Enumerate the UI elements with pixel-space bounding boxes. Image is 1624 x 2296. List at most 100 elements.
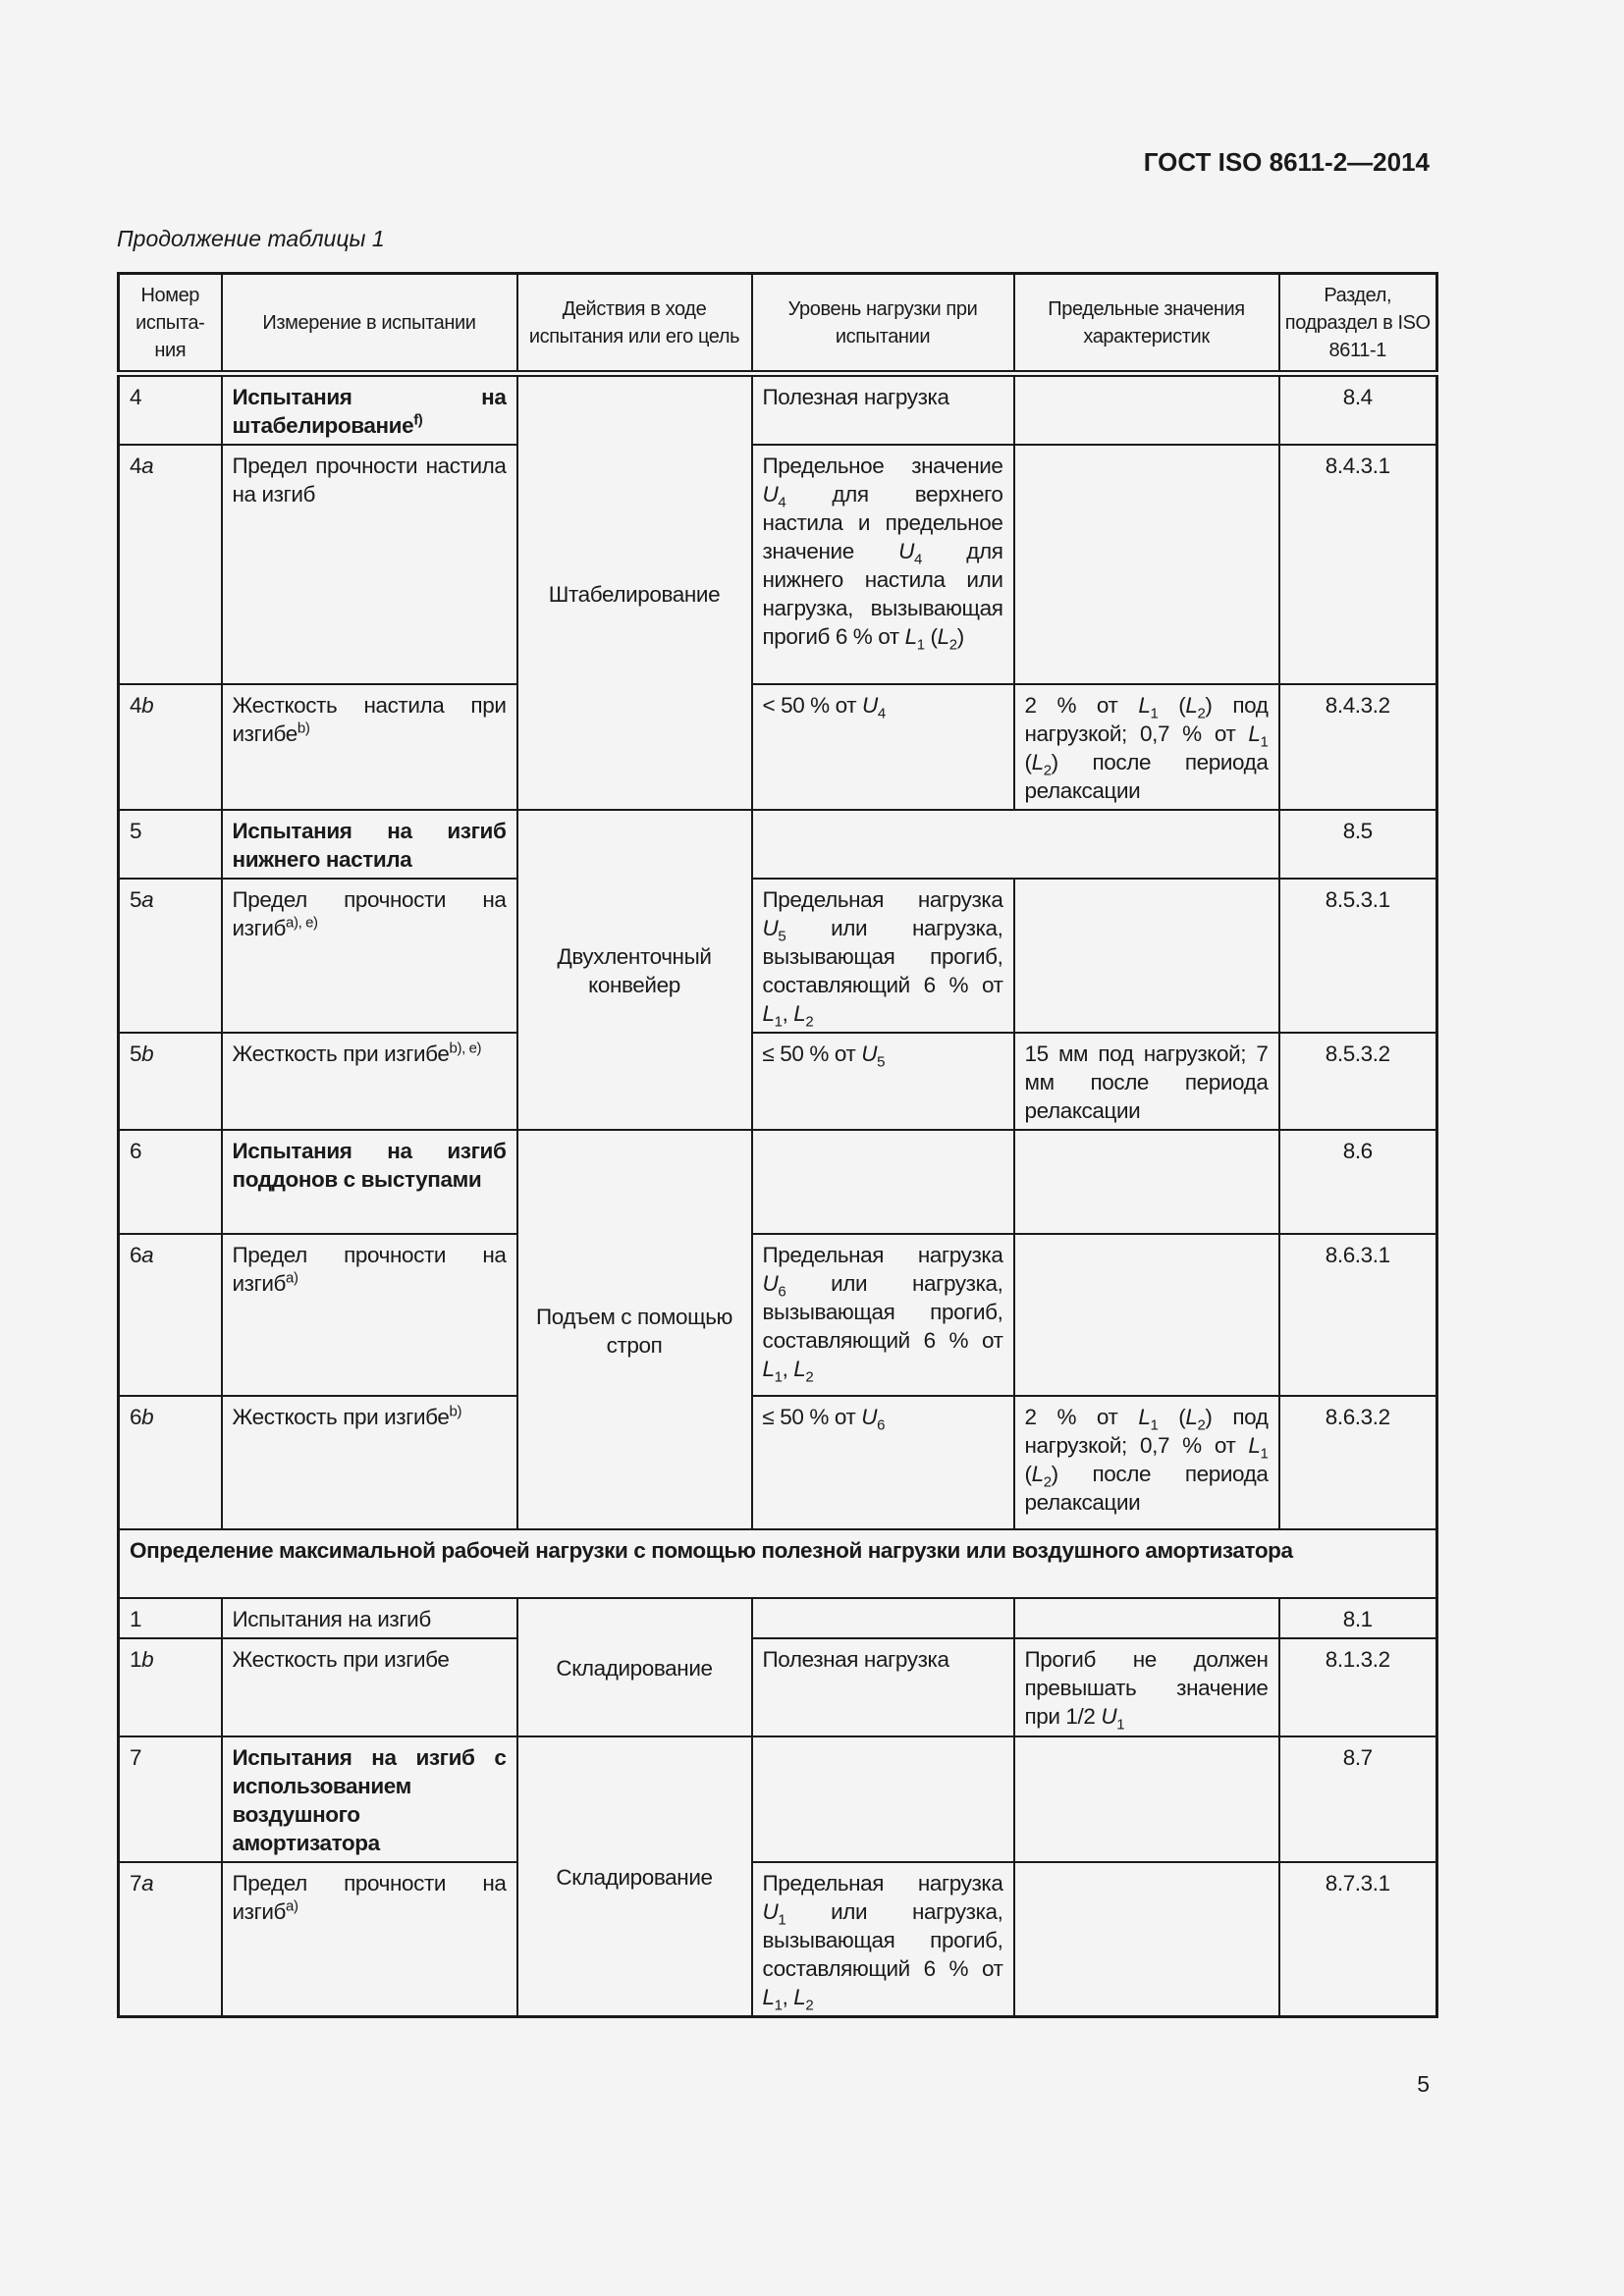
load-level	[750, 1597, 1015, 1639]
text-run: a	[141, 887, 154, 912]
table-row: 6a Предел прочности на изгибa) Предельная …	[117, 1233, 1438, 1397]
table-row: 4a Предел прочности настила на изгиб Преде…	[117, 444, 1438, 685]
text-run: U	[762, 1271, 779, 1296]
text-run: ≤ 50 % от	[762, 1041, 862, 1066]
test-number: 6	[117, 1129, 223, 1235]
text-run: L	[1138, 693, 1151, 718]
test-number: 7a	[117, 1861, 223, 2018]
measurement: Жесткость при изгибеb)	[220, 1395, 518, 1530]
text-run: b	[141, 1041, 154, 1066]
iso-section: 8.6.3.1	[1277, 1233, 1438, 1397]
text-run: ,	[782, 1001, 794, 1026]
iso-section: 8.4.3.2	[1277, 683, 1438, 811]
text-run: для верхнего настила и предельное значен…	[762, 482, 1003, 563]
table-row: 1 Испытания на изгиб Складирование 8.1	[117, 1597, 1438, 1737]
text-run: для нижнего настила или нагрузка, вызыва…	[762, 539, 1003, 649]
text-run: 2	[805, 1368, 814, 1386]
iso-section: 8.1.3.2	[1277, 1637, 1438, 1737]
measurement: Предел прочности на изгибa), e)	[220, 878, 518, 1034]
test-table: Номер испыта-ния Измерение в испытании Дей…	[117, 272, 1438, 2018]
test-number: 1	[117, 1597, 223, 1639]
load-level: ≤ 50 % от U5	[750, 1032, 1015, 1131]
text-run: 5	[778, 928, 786, 945]
table-row: 5b Жесткость при изгибеb), e) ≤ 50 % от U5…	[117, 1032, 1438, 1131]
text-run: 15 мм под нагрузкой; 7 мм после периода …	[1024, 1041, 1269, 1123]
text-run: Предельная нагрузка	[762, 887, 1003, 912]
text-run: b	[141, 693, 154, 718]
text-run: L	[904, 624, 918, 649]
measurement: Предел прочности настила на изгиб	[220, 444, 518, 685]
text-run: L	[762, 1001, 776, 1026]
text-run: 2	[805, 1997, 814, 2014]
load-level: Полезная нагрузка	[750, 1637, 1015, 1737]
text-run: 2 % от	[1024, 693, 1139, 718]
text-run: Предел прочности на изгиб	[232, 1243, 507, 1296]
text-run: Предел прочности настила на изгиб	[232, 454, 507, 507]
text-run: Прогиб не должен превышать значение при …	[1024, 1647, 1269, 1729]
limit-values	[1012, 1129, 1280, 1235]
measurement: Жесткость настила при изгибеb)	[220, 683, 518, 811]
measurement: Жесткость при изгибеb), e)	[220, 1032, 518, 1131]
text-run: (	[924, 624, 939, 649]
text-run: 2	[805, 1013, 814, 1031]
limit-values	[1012, 444, 1280, 685]
limit-values	[1012, 372, 1280, 446]
text-run: 2	[1197, 1416, 1206, 1434]
iso-section: 8.5	[1277, 809, 1438, 880]
text-run: 5	[130, 887, 142, 912]
text-run: U	[862, 693, 878, 718]
text-run: 7	[130, 1871, 142, 1896]
text-run: 6	[778, 1283, 786, 1301]
text-run: Испытания на изгиб с использованием возд…	[232, 1745, 507, 1855]
text-run: ) после периода релаксации	[1024, 1462, 1269, 1515]
text-run: или нагрузка, вызывающая прогиб, составл…	[762, 1899, 1003, 1981]
load-level: Предельная нагрузка U6 или нагрузка, выз…	[750, 1233, 1015, 1397]
text-run: ) после периода релаксации	[1024, 750, 1269, 803]
text-run: U	[861, 1041, 878, 1066]
text-run: f)	[413, 411, 423, 429]
text-run: a)	[286, 1897, 298, 1915]
text-run: 1	[1116, 1716, 1125, 1734]
text-run: Жесткость при изгибе	[232, 1647, 450, 1672]
action: Штабелирование	[515, 372, 753, 811]
limit-values: 15 мм под нагрузкой; 7 мм после периода …	[1012, 1032, 1280, 1131]
text-run: 5	[130, 1041, 142, 1066]
limit-values	[1012, 1233, 1280, 1397]
test-number: 4b	[117, 683, 223, 811]
load-level	[750, 1735, 1015, 1863]
text-run: 4	[913, 551, 922, 568]
measurement: Испытания на изгиб с использованием возд…	[220, 1735, 518, 1863]
load-level	[750, 809, 1280, 880]
text-run: b	[141, 1647, 154, 1672]
text-run: U	[1101, 1704, 1117, 1729]
text-run: a	[141, 1243, 154, 1267]
text-run: 5	[130, 819, 142, 843]
test-number: 5b	[117, 1032, 223, 1131]
text-run: 1	[778, 1911, 786, 1929]
header-col-measurement: Измерение в испытании	[220, 272, 518, 377]
text-run: 1	[774, 1368, 783, 1386]
text-run: b), e)	[449, 1040, 482, 1057]
text-run: Жесткость при изгибе	[232, 1405, 450, 1429]
iso-section: 8.7.3.1	[1277, 1861, 1438, 2018]
text-run: L	[762, 1985, 776, 2009]
iso-section: 8.5.3.1	[1277, 878, 1438, 1034]
text-run: (	[1024, 750, 1032, 774]
test-number: 6a	[117, 1233, 223, 1397]
iso-section: 8.4.3.1	[1277, 444, 1438, 685]
measurement: Испытания на изгиб нижнего настила	[220, 809, 518, 880]
action: Складирование	[515, 1735, 753, 2018]
text-run: Испытания на штабелирование	[232, 385, 507, 438]
text-run: 2	[1197, 705, 1206, 722]
text-run: 2 % от	[1024, 1405, 1139, 1429]
table-row: 4 Испытания на штабелированиеf) Штабелиров…	[117, 372, 1438, 811]
text-run: Жесткость при изгибе	[232, 1041, 450, 1066]
header-col-load-level: Уровень нагрузки при испытании	[750, 272, 1015, 377]
iso-section: 8.5.3.2	[1277, 1032, 1438, 1131]
text-run: L	[1031, 1462, 1045, 1486]
header-col-action: Действия в ходе испытания или его цель	[515, 272, 753, 377]
text-run: 7	[130, 1745, 142, 1770]
text-run: Предел прочности на изгиб	[232, 887, 507, 940]
text-run: 2	[1043, 1473, 1052, 1491]
limit-values: Прогиб не должен превышать значение при …	[1012, 1637, 1280, 1737]
